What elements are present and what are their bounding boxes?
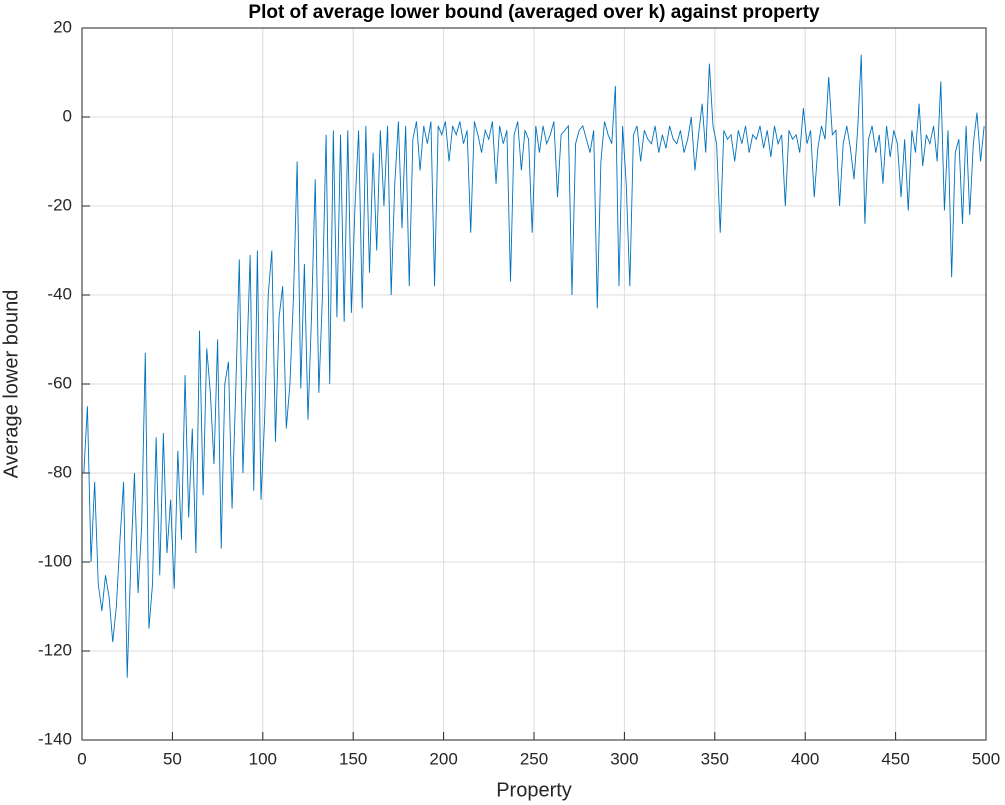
y-axis-label: Average lower bound bbox=[0, 290, 22, 479]
y-tick-label: 20 bbox=[53, 17, 72, 36]
x-tick-label: 50 bbox=[163, 749, 182, 768]
y-tick-label: -80 bbox=[47, 462, 72, 481]
y-tick-label: -40 bbox=[47, 284, 72, 303]
y-tick-label: 0 bbox=[63, 106, 72, 125]
x-tick-label: 350 bbox=[701, 749, 729, 768]
x-tick-label: 150 bbox=[339, 749, 367, 768]
y-tick-label: -20 bbox=[47, 195, 72, 214]
x-tick-label: 100 bbox=[249, 749, 277, 768]
y-tick-label: -120 bbox=[38, 640, 72, 659]
y-tick-label: -140 bbox=[38, 729, 72, 748]
chart-title: Plot of average lower bound (averaged ov… bbox=[248, 2, 820, 23]
y-tick-label: -100 bbox=[38, 551, 72, 570]
y-tick-label: -60 bbox=[47, 373, 72, 392]
x-tick-label: 250 bbox=[520, 749, 548, 768]
x-tick-label: 300 bbox=[610, 749, 638, 768]
x-tick-label: 0 bbox=[77, 749, 86, 768]
x-axis-label: Property bbox=[496, 779, 572, 801]
x-tick-label: 400 bbox=[791, 749, 819, 768]
x-tick-label: 450 bbox=[881, 749, 909, 768]
plot-frame bbox=[81, 27, 987, 741]
x-tick-label: 500 bbox=[972, 749, 1000, 768]
data-line bbox=[83, 54, 985, 678]
x-tick-label: 200 bbox=[429, 749, 457, 768]
